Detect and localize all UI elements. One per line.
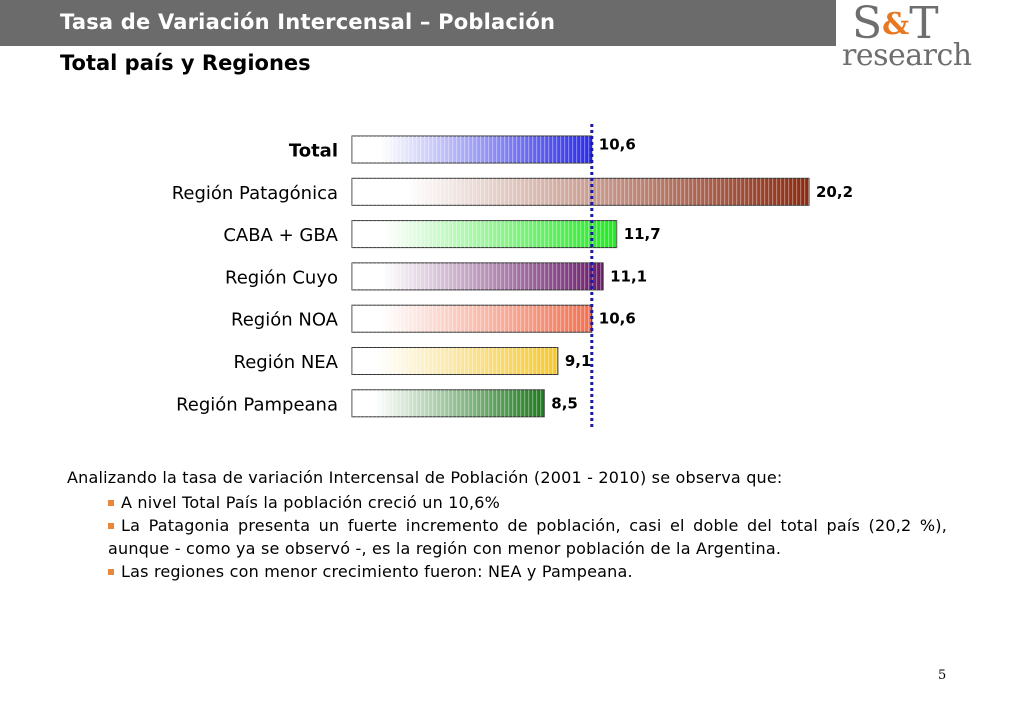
logo-research: research <box>842 38 972 73</box>
category-label: Región Cuyo <box>225 267 338 288</box>
analysis-bullet: Las regiones con menor crecimiento fuero… <box>108 560 947 583</box>
category-label: Región Pampeana <box>176 394 338 415</box>
value-label: 20,2 <box>816 183 853 201</box>
bar-texture-0 <box>352 136 592 163</box>
slide-title: Tasa de Variación Intercensal – Població… <box>60 10 556 34</box>
value-label: 11,1 <box>610 267 647 285</box>
bar-texture-1 <box>352 178 809 206</box>
category-label: Región Patagónica <box>172 183 338 204</box>
logo-st: S&T <box>852 0 939 49</box>
st-research-logo: S&T research <box>838 0 978 74</box>
bullet-square-icon <box>108 500 114 506</box>
analysis-bullet: La Patagonia presenta un fuerte incremen… <box>108 516 947 558</box>
bar-texture-4 <box>352 305 592 333</box>
bar-texture-5 <box>352 347 558 375</box>
header-bar <box>0 0 836 46</box>
analysis-bullet: A nivel Total País la población creció u… <box>108 491 947 514</box>
value-label: 10,6 <box>599 310 636 328</box>
bar-texture-6 <box>352 389 545 417</box>
bullet-square-icon <box>108 523 114 529</box>
page-number: 5 <box>938 668 947 683</box>
value-label: 11,7 <box>624 225 661 243</box>
value-label: 10,6 <box>599 136 636 154</box>
category-label: Región NOA <box>231 310 339 331</box>
bar-texture-3 <box>352 262 604 290</box>
analysis-text: Analizando la tasa de variación Intercen… <box>67 466 947 583</box>
value-label: 8,5 <box>551 394 578 412</box>
category-label: Región NEA <box>234 352 339 373</box>
bar-texture-2 <box>352 220 617 248</box>
category-label: Total <box>289 141 338 162</box>
category-label: CABA + GBA <box>223 225 338 246</box>
bullet-square-icon <box>108 569 114 575</box>
analysis-intro: Analizando la tasa de variación Intercen… <box>67 468 783 487</box>
slide-subtitle: Total país y Regiones <box>60 51 311 75</box>
bar-chart: Total 10,6 Región Patagónica 20,2 CABA + GBA… <box>172 124 853 428</box>
value-label: 9,1 <box>565 352 592 370</box>
